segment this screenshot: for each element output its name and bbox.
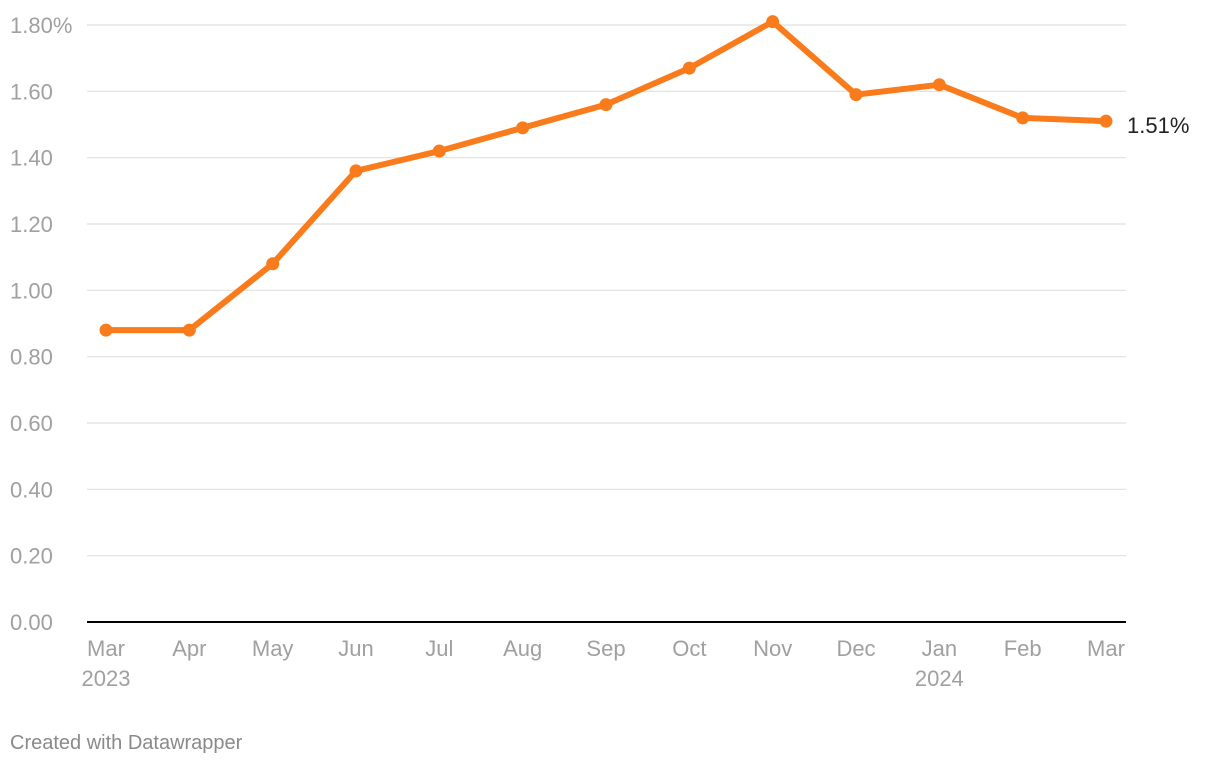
y-tick-label: 1.20 [10,212,53,237]
data-point [1099,114,1113,128]
x-tick-year-label: 2023 [82,666,131,691]
y-tick-label: 0.40 [10,477,53,502]
x-tick-label: Aug [503,636,542,661]
data-point [432,144,446,158]
y-tick-label: 0.60 [10,411,53,436]
data-point [682,61,696,75]
x-tick-label: Feb [1004,636,1042,661]
x-tick-label: Apr [172,636,206,661]
line-chart: 0.00 0.20 0.40 0.60 0.80 1.00 1.20 1.40 1.60 1.80… [10,13,1189,691]
data-point [266,257,280,271]
x-tick-label: Jan [922,636,957,661]
x-tick-label: Jun [338,636,373,661]
data-points [99,15,1113,337]
x-tick-year-label: 2024 [915,666,964,691]
data-point [766,15,780,29]
data-point [599,98,613,112]
x-tick-label: Dec [836,636,875,661]
x-tick-label: Jul [425,636,453,661]
gridlines [87,24,1126,557]
data-point [182,323,196,337]
end-labels: 1.51% [1127,113,1189,138]
data-point [849,88,863,102]
x-tick-label: Sep [586,636,625,661]
end-value-label: 1.51% [1127,113,1189,138]
series-line [103,18,1109,334]
x-tick-label: Mar [87,636,125,661]
data-point [1016,111,1030,125]
x-tick-label: Nov [753,636,792,661]
y-tick-label: 0.80 [10,345,53,370]
x-tick-label: May [252,636,294,661]
datawrapper-credit[interactable]: Created with Datawrapper [10,732,243,754]
y-tick-label: 0.20 [10,544,53,569]
y-axis-tick-labels: 0.00 0.20 0.40 0.60 0.80 1.00 1.20 1.40 1.60 1.80… [10,13,72,635]
y-tick-label: 0.00 [10,610,53,635]
y-tick-label: 1.60 [10,79,53,104]
x-tick-label: Mar [1087,636,1125,661]
y-tick-label: 1.80% [10,13,72,38]
data-point [932,78,946,92]
data-point [349,164,363,178]
x-tick-label: Oct [672,636,706,661]
series-line-group [103,18,1109,334]
x-axis-tick-labels: Mar 2023 Apr May Jun Jul Aug Sep Oct Nov Dec Jan 202… [82,636,1125,691]
y-tick-label: 1.40 [10,146,53,171]
y-tick-label: 1.00 [10,278,53,303]
data-point [99,323,113,337]
data-point [516,121,530,135]
